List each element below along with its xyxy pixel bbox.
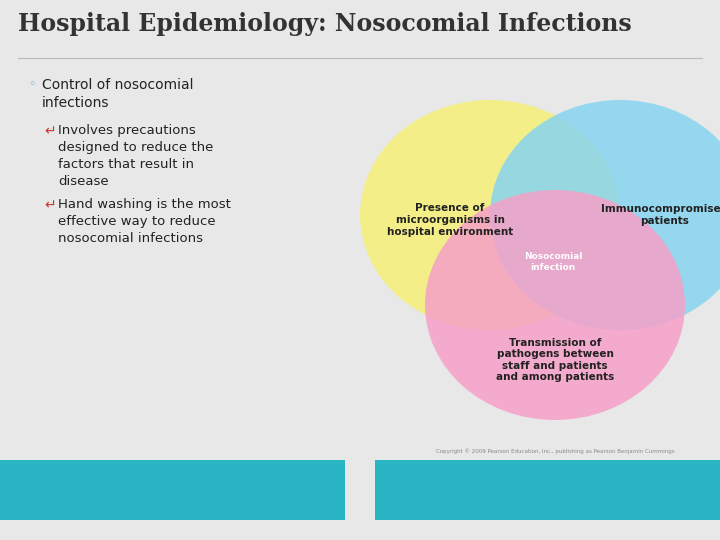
FancyBboxPatch shape — [0, 460, 345, 520]
Text: ◦: ◦ — [28, 78, 35, 91]
Text: ↵: ↵ — [44, 198, 55, 212]
Text: Hospital Epidemiology: Nosocomial Infections: Hospital Epidemiology: Nosocomial Infect… — [18, 12, 631, 36]
Text: nosocomial infections: nosocomial infections — [58, 232, 203, 245]
Text: Involves precautions: Involves precautions — [58, 124, 196, 137]
Text: Immunocompromised
patients: Immunocompromised patients — [601, 204, 720, 226]
Text: effective way to reduce: effective way to reduce — [58, 215, 215, 228]
Text: disease: disease — [58, 175, 109, 188]
Ellipse shape — [425, 190, 685, 420]
Text: Nosocomial
infection: Nosocomial infection — [523, 252, 582, 272]
Text: Transmission of
pathogens between
staff and patients
and among patients: Transmission of pathogens between staff … — [496, 338, 614, 382]
Text: designed to reduce the: designed to reduce the — [58, 141, 213, 154]
Ellipse shape — [490, 100, 720, 330]
Ellipse shape — [360, 100, 620, 330]
Text: ↵: ↵ — [44, 124, 55, 138]
Text: factors that result in: factors that result in — [58, 158, 194, 171]
FancyBboxPatch shape — [375, 460, 720, 520]
Text: Presence of
microorganisms in
hospital environment: Presence of microorganisms in hospital e… — [387, 204, 513, 237]
Text: Hand washing is the most: Hand washing is the most — [58, 198, 231, 211]
Text: Control of nosocomial
infections: Control of nosocomial infections — [42, 78, 194, 110]
Text: Copyright © 2009 Pearson Education, Inc., publishing as Pearson Benjamin Cumming: Copyright © 2009 Pearson Education, Inc.… — [436, 448, 675, 454]
